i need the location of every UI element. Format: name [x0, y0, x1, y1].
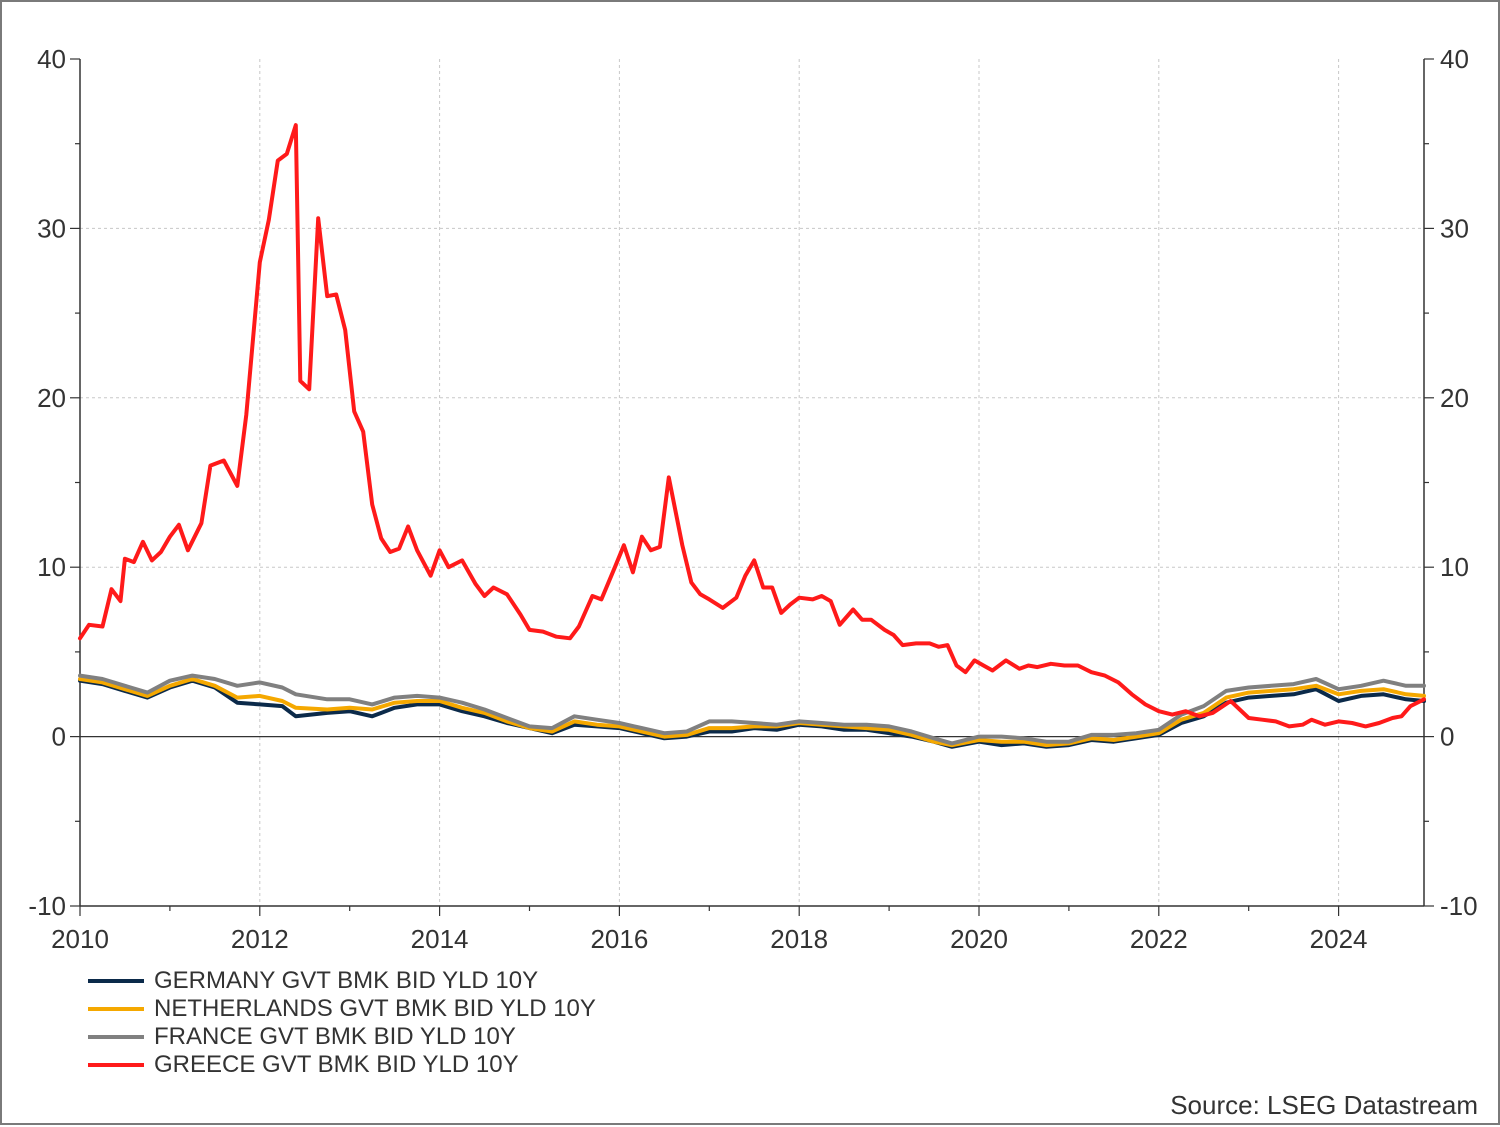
- legend-swatch: [88, 1035, 144, 1039]
- legend-item: GREECE GVT BMK BID YLD 10Y: [88, 1051, 596, 1079]
- legend-label: NETHERLANDS GVT BMK BID YLD 10Y: [154, 995, 596, 1022]
- y-tick-label-right: 10: [1440, 552, 1469, 582]
- series-line: [78, 123, 1426, 729]
- y-tick-label-right: 20: [1440, 383, 1469, 413]
- grid: [80, 59, 1424, 906]
- y-tick-label-right: 0: [1440, 722, 1454, 752]
- legend-swatch: [88, 979, 144, 983]
- legend-label: GREECE GVT BMK BID YLD 10Y: [154, 1051, 519, 1078]
- legend-item: NETHERLANDS GVT BMK BID YLD 10Y: [88, 995, 596, 1023]
- legend-swatch: [88, 1007, 144, 1011]
- y-tick-label-right: 30: [1440, 213, 1469, 243]
- series-line: [78, 677, 1426, 748]
- y-tick-label-left: 40: [37, 44, 66, 74]
- legend-label: GERMANY GVT BMK BID YLD 10Y: [154, 967, 539, 994]
- axes: [70, 58, 1434, 916]
- x-tick-label: 2024: [1310, 924, 1368, 954]
- y-tick-label-right: 40: [1440, 44, 1469, 74]
- y-tick-label-left: 30: [37, 213, 66, 243]
- source-note: Source: LSEG Datastream: [1170, 1090, 1478, 1120]
- legend-swatch: [88, 1063, 144, 1067]
- legend-label: FRANCE GVT BMK BID YLD 10Y: [154, 1023, 516, 1050]
- series-line: [78, 673, 1426, 746]
- legend-item: GERMANY GVT BMK BID YLD 10Y: [88, 967, 596, 995]
- x-tick-label: 2010: [51, 924, 109, 954]
- y-tick-label-right: -10: [1440, 891, 1478, 921]
- y-tick-label-left: 10: [37, 552, 66, 582]
- x-tick-label: 2020: [950, 924, 1008, 954]
- x-tick-label: 2022: [1130, 924, 1188, 954]
- series: [78, 123, 1426, 749]
- y-tick-label-left: 0: [52, 722, 66, 752]
- x-tick-label: 2012: [231, 924, 289, 954]
- x-tick-label: 2014: [411, 924, 469, 954]
- legend-item: FRANCE GVT BMK BID YLD 10Y: [88, 1023, 596, 1051]
- y-tick-label-left: -10: [28, 891, 66, 921]
- y-tick-label-left: 20: [37, 383, 66, 413]
- x-tick-label: 2018: [770, 924, 828, 954]
- x-tick-label: 2016: [590, 924, 648, 954]
- legend: GERMANY GVT BMK BID YLD 10Y NETHERLANDS …: [88, 967, 596, 1079]
